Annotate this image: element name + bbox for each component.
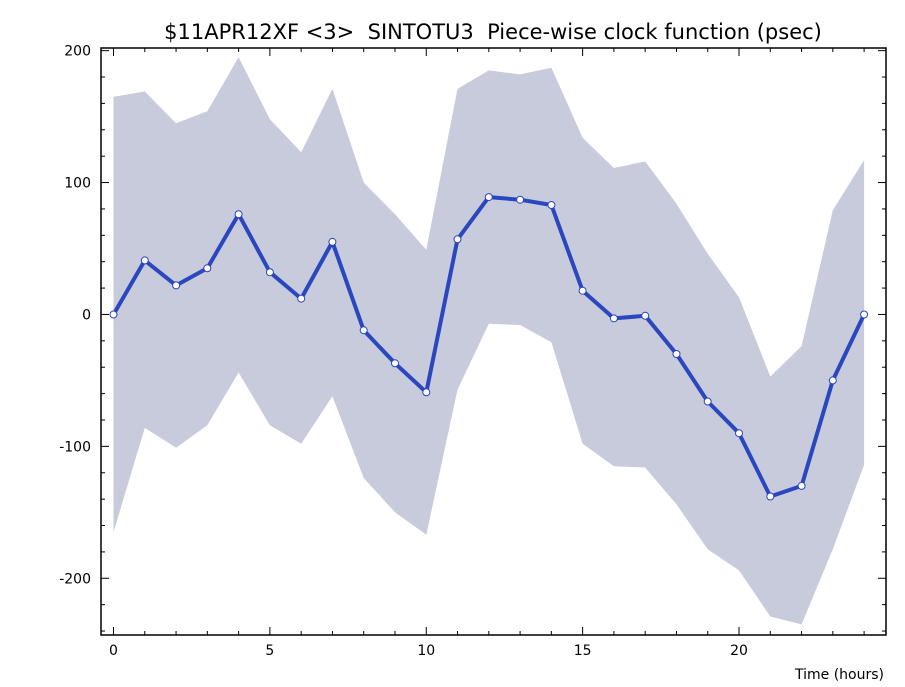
data-point [609, 314, 618, 323]
data-point [328, 237, 337, 246]
data-point [172, 281, 181, 290]
data-point [641, 311, 650, 320]
chart-title: $11APR12XF <3> SINTOTU3 Piece-wise clock… [164, 20, 822, 44]
plot-frame [100, 47, 887, 636]
axis-ticks: 0 5 10 15 20 -200 -100 0 100 200 [59, 44, 886, 659]
y-tick-label: -100 [59, 439, 91, 455]
data-point [140, 256, 149, 265]
y-tick-label: 100 [64, 176, 91, 192]
data-point [797, 481, 806, 490]
uncertainty-band-layer [113, 57, 865, 625]
data-point [766, 492, 775, 501]
x-axis-label: Time (hours) [794, 667, 884, 683]
data-point-layer [109, 193, 869, 501]
data-point [265, 268, 274, 277]
data-point [234, 210, 243, 219]
data-point [109, 310, 118, 319]
data-point [391, 359, 399, 368]
x-tick-label: 20 [730, 643, 748, 659]
data-point [297, 294, 306, 303]
y-tick-label: -200 [59, 571, 91, 587]
uncertainty-band [113, 57, 865, 625]
data-point [516, 195, 525, 204]
data-point [578, 286, 587, 295]
y-tick-label: 0 [82, 307, 91, 323]
data-point [735, 429, 743, 438]
x-tick-label: 15 [574, 643, 592, 659]
data-point [203, 264, 212, 273]
data-point [828, 376, 837, 385]
data-point [860, 310, 869, 319]
x-tick-label: 5 [265, 643, 274, 659]
data-point [453, 235, 462, 244]
data-point [547, 201, 556, 209]
data-point [703, 397, 712, 406]
y-tick-label: 200 [64, 44, 91, 60]
data-point [672, 350, 681, 358]
data-point [359, 326, 368, 335]
x-tick-label: 10 [417, 643, 435, 659]
data-point [484, 193, 493, 202]
x-tick-label: 0 [109, 643, 118, 659]
data-point [422, 388, 431, 397]
